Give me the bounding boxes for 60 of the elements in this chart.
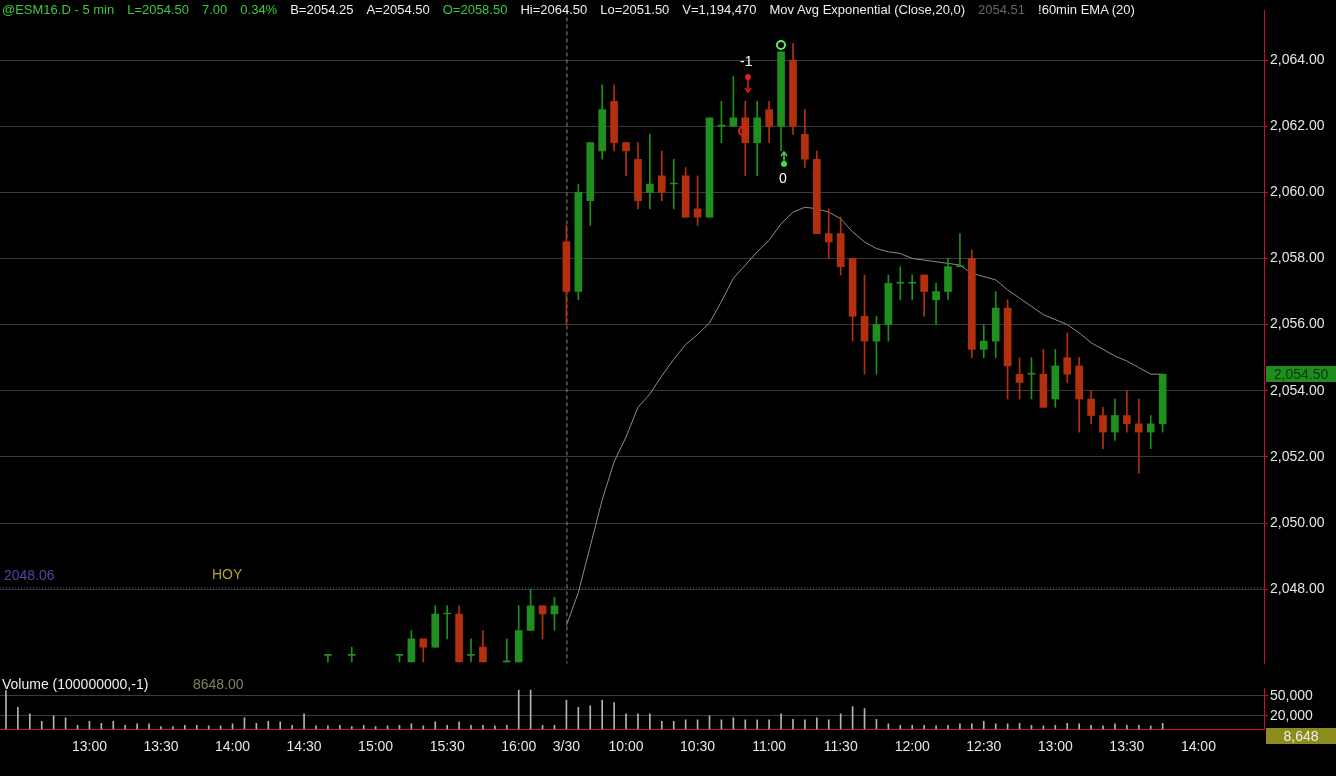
candlestick bbox=[824, 208, 833, 259]
x-tick-label: 12:30 bbox=[966, 738, 1002, 755]
y-tick-label: 2,062.00 bbox=[1270, 117, 1325, 134]
x-tick-label: 13:00 bbox=[71, 738, 108, 755]
candlestick bbox=[646, 134, 654, 210]
text: 8,648 bbox=[1266, 728, 1336, 744]
annotation: O=2058.50 bbox=[442, 2, 508, 18]
x-tick-label: 10:00 bbox=[608, 738, 644, 755]
annotation: 0 bbox=[779, 170, 787, 186]
annotation: Hi=2064.50 bbox=[520, 2, 588, 18]
text: 2,054.50 bbox=[1266, 366, 1336, 382]
x-tick-label: 14:30 bbox=[286, 738, 322, 755]
annotation: !60min EMA (20) bbox=[1038, 2, 1135, 18]
y-tick-label: 20,000 bbox=[1270, 706, 1314, 723]
y-tick-label: 2,050.00 bbox=[1270, 513, 1325, 530]
annotation: -1 bbox=[740, 53, 753, 69]
annotation: Volume (100000000,-1) bbox=[2, 676, 149, 692]
y-tick-label: 2,054.00 bbox=[1270, 381, 1325, 398]
annotation: 2054.51 bbox=[978, 2, 1026, 18]
annotation: Mov Avg Exponential (Close,20,0) bbox=[769, 2, 966, 18]
x-tick-label: 16:00 bbox=[501, 738, 537, 755]
annotation: Lo=2051.50 bbox=[600, 2, 670, 18]
candlestick bbox=[896, 266, 905, 301]
x-tick-label: 14:00 bbox=[1180, 738, 1217, 755]
x-tick-label: 15:30 bbox=[429, 738, 465, 755]
annotation: 7.00 bbox=[202, 2, 228, 18]
y-tick-label: 2,056.00 bbox=[1270, 315, 1325, 332]
candlestick bbox=[1134, 398, 1143, 474]
x-tick-label: 13:00 bbox=[1037, 738, 1074, 755]
x-tick-label: 3/30 bbox=[552, 738, 581, 755]
x-tick-label: 13:30 bbox=[1109, 738, 1145, 755]
y-tick-label: 2,064.00 bbox=[1270, 50, 1325, 67]
x-tick-label: 11:00 bbox=[752, 738, 787, 755]
annotation: A=2054.50 bbox=[366, 2, 430, 18]
y-tick-label: 50,000 bbox=[1270, 686, 1314, 703]
ref-line-label: 2048.06 bbox=[4, 567, 55, 584]
candlestick bbox=[908, 274, 917, 301]
x-tick-label: 13:30 bbox=[143, 738, 179, 755]
x-tick-label: 12:00 bbox=[894, 738, 930, 755]
y-tick-label: 2,048.00 bbox=[1270, 580, 1325, 597]
x-tick-label: 10:30 bbox=[680, 738, 716, 755]
annotation: HOY bbox=[212, 566, 243, 582]
x-tick-label: 15:00 bbox=[358, 738, 394, 755]
annotation: 0.34% bbox=[240, 2, 278, 18]
candlestick bbox=[956, 233, 964, 268]
annotation: 8648.00 bbox=[193, 676, 244, 692]
annotation: @ESM16.D - 5 min bbox=[2, 2, 115, 18]
y-tick-label: 2,060.00 bbox=[1270, 183, 1325, 200]
annotation: L=2054.50 bbox=[127, 2, 189, 18]
x-tick-label: 14:00 bbox=[215, 738, 251, 755]
y-tick-label: 2,052.00 bbox=[1270, 447, 1325, 464]
candlestick bbox=[1123, 390, 1131, 433]
candlestick bbox=[467, 638, 475, 663]
candlestick bbox=[932, 282, 940, 325]
x-tick-label: 11:30 bbox=[823, 738, 858, 755]
annotation: V=1,194,470 bbox=[682, 2, 757, 18]
candlestick bbox=[324, 654, 332, 663]
y-tick-label: 2,058.00 bbox=[1270, 249, 1325, 266]
candlestick bbox=[347, 646, 356, 663]
annotation: B=2054.25 bbox=[290, 2, 354, 18]
